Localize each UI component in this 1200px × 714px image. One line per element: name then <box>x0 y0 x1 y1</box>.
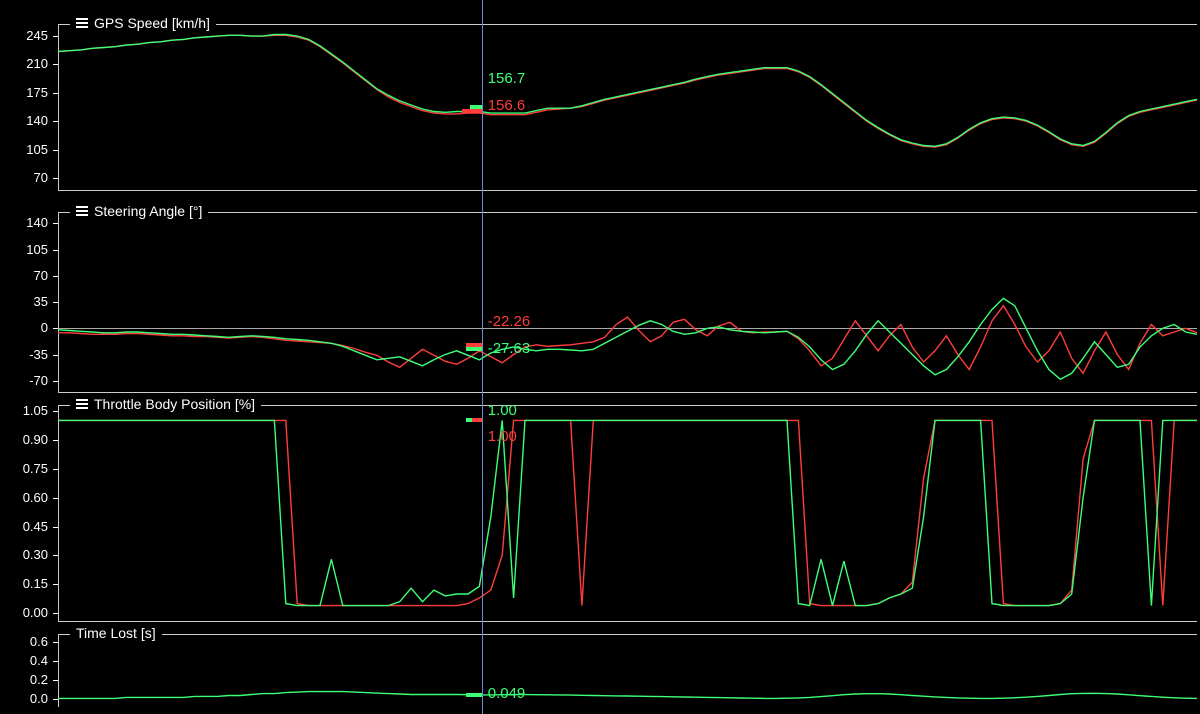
y-tick-label: 0.90 <box>0 432 48 447</box>
y-tick-label: 0.6 <box>0 634 48 649</box>
chart-title-throttle: Throttle Body Position [%] <box>70 396 261 412</box>
cursor-mark <box>462 109 482 113</box>
cursor-value: 1.00 <box>488 428 517 445</box>
chart-title-text: GPS Speed [km/h] <box>94 15 210 31</box>
y-tick-label: 70 <box>0 268 48 283</box>
cursor-mark <box>466 693 482 697</box>
series-a-line <box>58 692 1197 699</box>
y-tick-label: 140 <box>0 113 48 128</box>
chart-lines-steering <box>58 198 1197 394</box>
cursor-value: 156.6 <box>488 97 526 114</box>
cursor-value: -27.63 <box>488 340 531 357</box>
series-b-line <box>58 420 1197 605</box>
cursor-mark <box>472 418 482 422</box>
y-tick-label: 210 <box>0 56 48 71</box>
series-b-line <box>58 306 1197 374</box>
menu-icon[interactable] <box>76 16 88 30</box>
y-tick-label: 105 <box>0 242 48 257</box>
series-b-line <box>58 35 1197 147</box>
y-tick-label: 0.75 <box>0 461 48 476</box>
chart-lines-timelost <box>58 628 1197 709</box>
chart-panel-steering: -70 -35 0 35 70 105 140 Steering Angle [°] -22.2… <box>0 198 1200 393</box>
menu-icon[interactable] <box>76 204 88 218</box>
series-a-line <box>58 298 1197 379</box>
cursor-value: 1.00 <box>488 402 517 419</box>
y-tick-label: 0.60 <box>0 490 48 505</box>
y-tick-label: 0.15 <box>0 576 48 591</box>
y-tick-label: 140 <box>0 215 48 230</box>
cursor-value: 156.7 <box>488 70 526 87</box>
cursor-mark <box>466 347 482 351</box>
cursor-line[interactable] <box>482 0 483 714</box>
chart-title-text: Throttle Body Position [%] <box>94 396 255 412</box>
chart-title-timelost: Time Lost [s] <box>70 625 162 641</box>
y-tick-label: 0.30 <box>0 547 48 562</box>
cursor-mark <box>466 343 482 347</box>
chart-title-text: Time Lost [s] <box>76 625 156 641</box>
y-tick-label: -70 <box>0 373 48 388</box>
cursor-value: -22.26 <box>488 313 531 330</box>
y-tick-label: 0.4 <box>0 653 48 668</box>
y-tick-label: 175 <box>0 85 48 100</box>
cursor-value: 0.049 <box>488 685 526 702</box>
y-tick-label: 0 <box>0 320 48 335</box>
chart-panel-speed: 70 105 140 175 210 245 GPS Speed [km/h] 156.7 15… <box>0 10 1200 190</box>
y-tick-label: 0.0 <box>0 691 48 706</box>
chart-title-text: Steering Angle [°] <box>94 203 202 219</box>
y-tick-label: 0.2 <box>0 672 48 687</box>
y-tick-label: 105 <box>0 142 48 157</box>
chart-lines-speed <box>58 10 1197 192</box>
menu-icon[interactable] <box>76 397 88 411</box>
y-tick-label: -35 <box>0 347 48 362</box>
y-tick-label: 70 <box>0 170 48 185</box>
chart-lines-throttle <box>58 397 1197 623</box>
series-a-line <box>58 420 1197 605</box>
y-tick-label: 245 <box>0 28 48 43</box>
y-tick-label: 0.00 <box>0 605 48 620</box>
y-tick-label: 0.45 <box>0 519 48 534</box>
chart-title-speed: GPS Speed [km/h] <box>70 15 216 31</box>
chart-panel-timelost: 0.0 0.2 0.4 0.6 Time Lost [s] 0.049 <box>0 628 1200 708</box>
y-tick-label: 1.05 <box>0 403 48 418</box>
chart-title-steering: Steering Angle [°] <box>70 203 208 219</box>
chart-panel-throttle: 0.00 0.15 0.30 0.45 0.60 0.75 0.90 1.05 Throttle… <box>0 397 1200 625</box>
y-tick-label: 35 <box>0 294 48 309</box>
series-a-line <box>58 35 1197 147</box>
